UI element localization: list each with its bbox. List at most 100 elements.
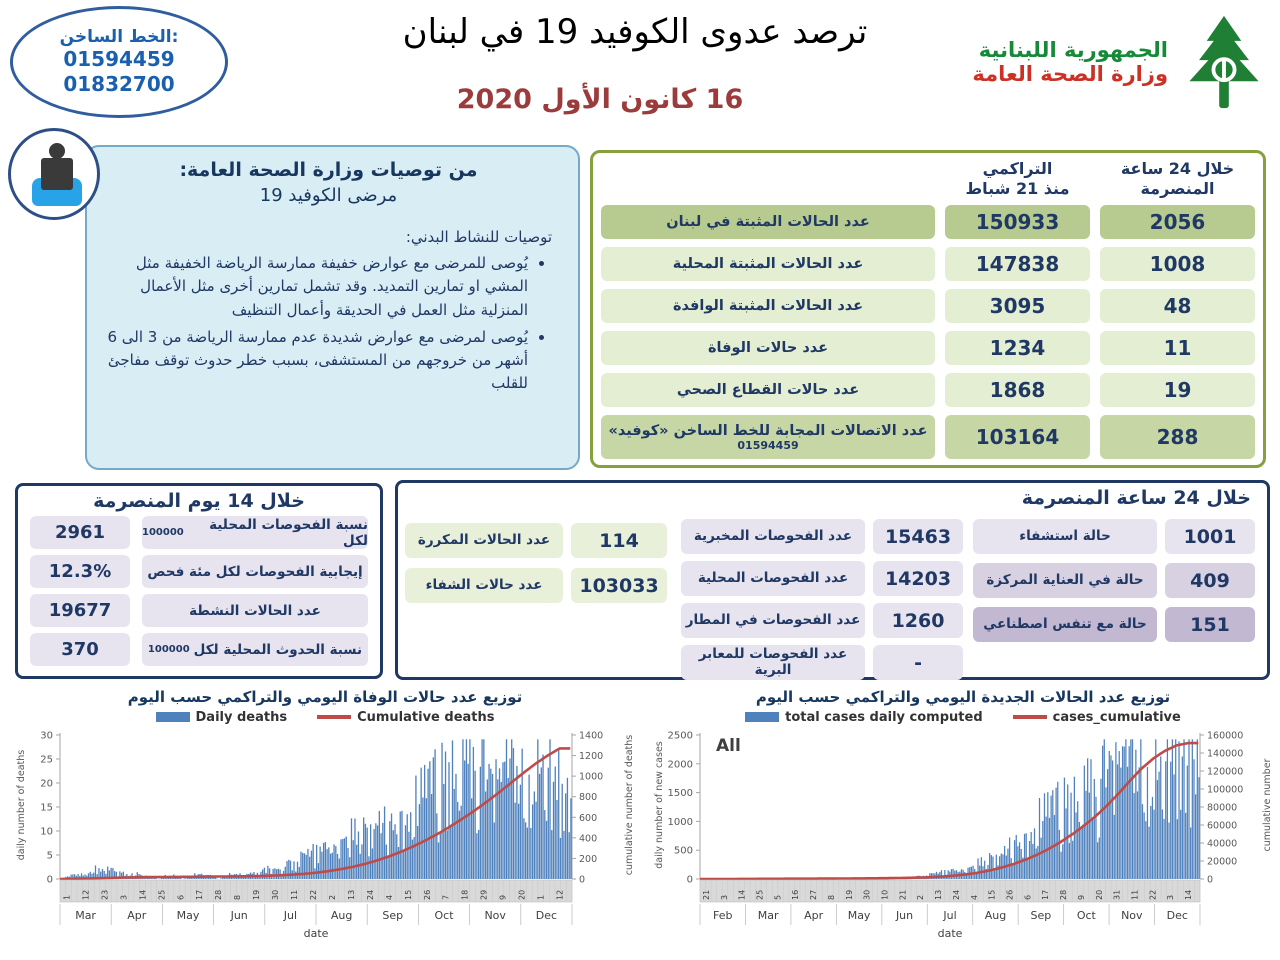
svg-text:22: 22 — [309, 890, 318, 900]
stat-label: حالة مع تنفس اصطناعي — [973, 607, 1157, 642]
cumulative-value: 150933 — [945, 205, 1090, 239]
svg-text:date: date — [304, 927, 329, 940]
svg-text:30: 30 — [271, 890, 280, 900]
svg-text:Jul: Jul — [283, 909, 297, 922]
stat-value: 1260 — [873, 603, 963, 638]
cumulative-stats-table: خلال 24 ساعة المنصرمة التراكمي منذ 21 شب… — [590, 150, 1266, 468]
stat-value: 19677 — [30, 594, 130, 627]
svg-text:160000: 160000 — [1207, 731, 1243, 742]
svg-text:25: 25 — [756, 890, 765, 900]
svg-text:14: 14 — [1184, 890, 1193, 900]
svg-text:date: date — [938, 927, 963, 940]
svg-text:6: 6 — [176, 895, 185, 900]
svg-text:800: 800 — [579, 792, 597, 803]
svg-text:500: 500 — [674, 846, 693, 857]
stat-label: عدد الفحوصات المحلية — [681, 561, 865, 596]
svg-text:1000: 1000 — [579, 772, 603, 783]
svg-text:60000: 60000 — [1207, 821, 1237, 832]
recovery-column: 114 عدد الحالات المكررة 103033 عدد حالات ال… — [405, 523, 667, 603]
stat-label: إيجابية الفحوصات لكل مئة فحص — [142, 555, 368, 588]
svg-text:15: 15 — [988, 890, 997, 900]
column-header-cumulative: التراكمي منذ 21 شباط — [965, 159, 1070, 198]
stat-label: نسبة الحدوث المحلية لكل 100000 — [142, 633, 368, 666]
recommendations-intro: توصيات للنشاط البدني: — [405, 228, 552, 246]
daily-value: 2056 — [1100, 205, 1255, 239]
svg-text:Oct: Oct — [434, 909, 454, 922]
daily-value: 1008 — [1100, 247, 1255, 281]
svg-text:20000: 20000 — [1207, 857, 1237, 868]
svg-text:Jun: Jun — [895, 909, 913, 922]
stat-value: 151 — [1165, 607, 1255, 642]
svg-text:2500: 2500 — [668, 731, 693, 742]
svg-text:daily number of deaths: daily number of deaths — [16, 750, 27, 860]
row-label: عدد الحالات المثبتة الوافدة — [601, 289, 935, 323]
svg-text:Apr: Apr — [804, 909, 824, 922]
svg-text:23: 23 — [100, 890, 109, 900]
svg-text:200: 200 — [579, 854, 597, 865]
cumulative-value: 103164 — [945, 415, 1090, 459]
row-label: عدد الاتصالات المجابة للخط الساخن «كوفيد… — [601, 415, 935, 459]
svg-text:Mar: Mar — [758, 909, 779, 922]
svg-text:12: 12 — [81, 890, 90, 900]
hotline-badge: الخط الساخن: 01594459 01832700 — [10, 6, 228, 118]
column-header-24h: خلال 24 ساعة المنصرمة — [1120, 159, 1235, 198]
stat-label: نسبة الفحوصات المحلية لكل 100000 — [142, 516, 368, 549]
svg-text:40000: 40000 — [1207, 839, 1237, 850]
row-label-phone: 01594459 — [737, 438, 799, 452]
svg-text:26: 26 — [423, 890, 432, 900]
svg-text:26: 26 — [1006, 890, 1015, 900]
daily-value: 19 — [1100, 373, 1255, 407]
line-swatch-icon — [1012, 715, 1047, 719]
speaker-podium-icon — [8, 128, 100, 220]
svg-text:May: May — [177, 909, 200, 922]
svg-text:29: 29 — [480, 890, 489, 900]
svg-text:11: 11 — [290, 890, 299, 900]
svg-text:400: 400 — [579, 833, 597, 844]
svg-text:13: 13 — [347, 890, 356, 900]
deaths-chart-legend: Daily deaths Cumulative deaths — [10, 707, 640, 727]
svg-text:5: 5 — [47, 851, 53, 862]
fourteen-day-title: خلال 14 يوم المنصرمة — [93, 490, 305, 512]
bar-swatch-icon — [155, 712, 190, 722]
svg-text:Jun: Jun — [230, 909, 248, 922]
deaths-chart: توزيع عدد حالات الوفاة اليومي والتراكمي … — [10, 688, 640, 957]
svg-text:1: 1 — [537, 895, 546, 900]
new-cases-chart-legend: total cases daily computed cases_cumulat… — [648, 707, 1278, 727]
svg-text:14: 14 — [738, 890, 747, 900]
new-cases-chart-plot: 0 500 1000 1500 2000 2500 0 20000 40000 60000 8000… — [654, 731, 1273, 941]
legend-item: total cases daily computed — [745, 710, 983, 725]
svg-text:11: 11 — [1131, 890, 1140, 900]
stat-value: 114 — [571, 523, 667, 558]
daily-value: 288 — [1100, 415, 1255, 459]
svg-text:3: 3 — [119, 895, 128, 900]
svg-text:4: 4 — [970, 895, 979, 900]
table-row: 11 1234 عدد حالات الوفاة — [601, 331, 1255, 365]
svg-text:10: 10 — [40, 827, 53, 838]
svg-text:21: 21 — [702, 890, 711, 900]
stat-label: عدد الفحوصات المخبرية — [681, 519, 865, 554]
svg-text:80000: 80000 — [1207, 803, 1237, 814]
svg-text:10: 10 — [881, 890, 890, 900]
stat-value: 12.3% — [30, 555, 130, 588]
table-row: 288 103164 عدد الاتصالات المجابة للخط السا… — [601, 415, 1255, 459]
svg-text:0: 0 — [579, 875, 585, 886]
svg-text:0: 0 — [47, 875, 53, 886]
svg-text:30: 30 — [863, 890, 872, 900]
svg-text:19: 19 — [252, 890, 261, 900]
row-label: عدد الحالات المثبتة المحلية — [601, 247, 935, 281]
recommendations-subheading: مرضى الكوفيد 19 — [259, 185, 398, 206]
svg-text:13: 13 — [934, 890, 943, 900]
recommendation-item: يُوصى لمرضى مع عوارض شديدة عدم ممارسة ال… — [105, 326, 528, 396]
stat-value: 1001 — [1165, 519, 1255, 554]
svg-text:May: May — [848, 909, 871, 922]
svg-text:4: 4 — [385, 895, 394, 900]
stat-row: 103033 عدد حالات الشفاء — [405, 568, 667, 603]
hotline-label: الخط الساخن: — [59, 27, 179, 47]
stat-value: 409 — [1165, 563, 1255, 598]
stat-label: عدد الفحوصات للمعابر البرية — [681, 645, 865, 680]
ministry-name-line2: وزارة الصحة العامة — [972, 62, 1168, 86]
svg-text:28: 28 — [214, 890, 223, 900]
stat-value: 370 — [30, 633, 130, 666]
page-title: ترصد عدوى الكوفيد 19 في لبنان — [402, 12, 868, 52]
